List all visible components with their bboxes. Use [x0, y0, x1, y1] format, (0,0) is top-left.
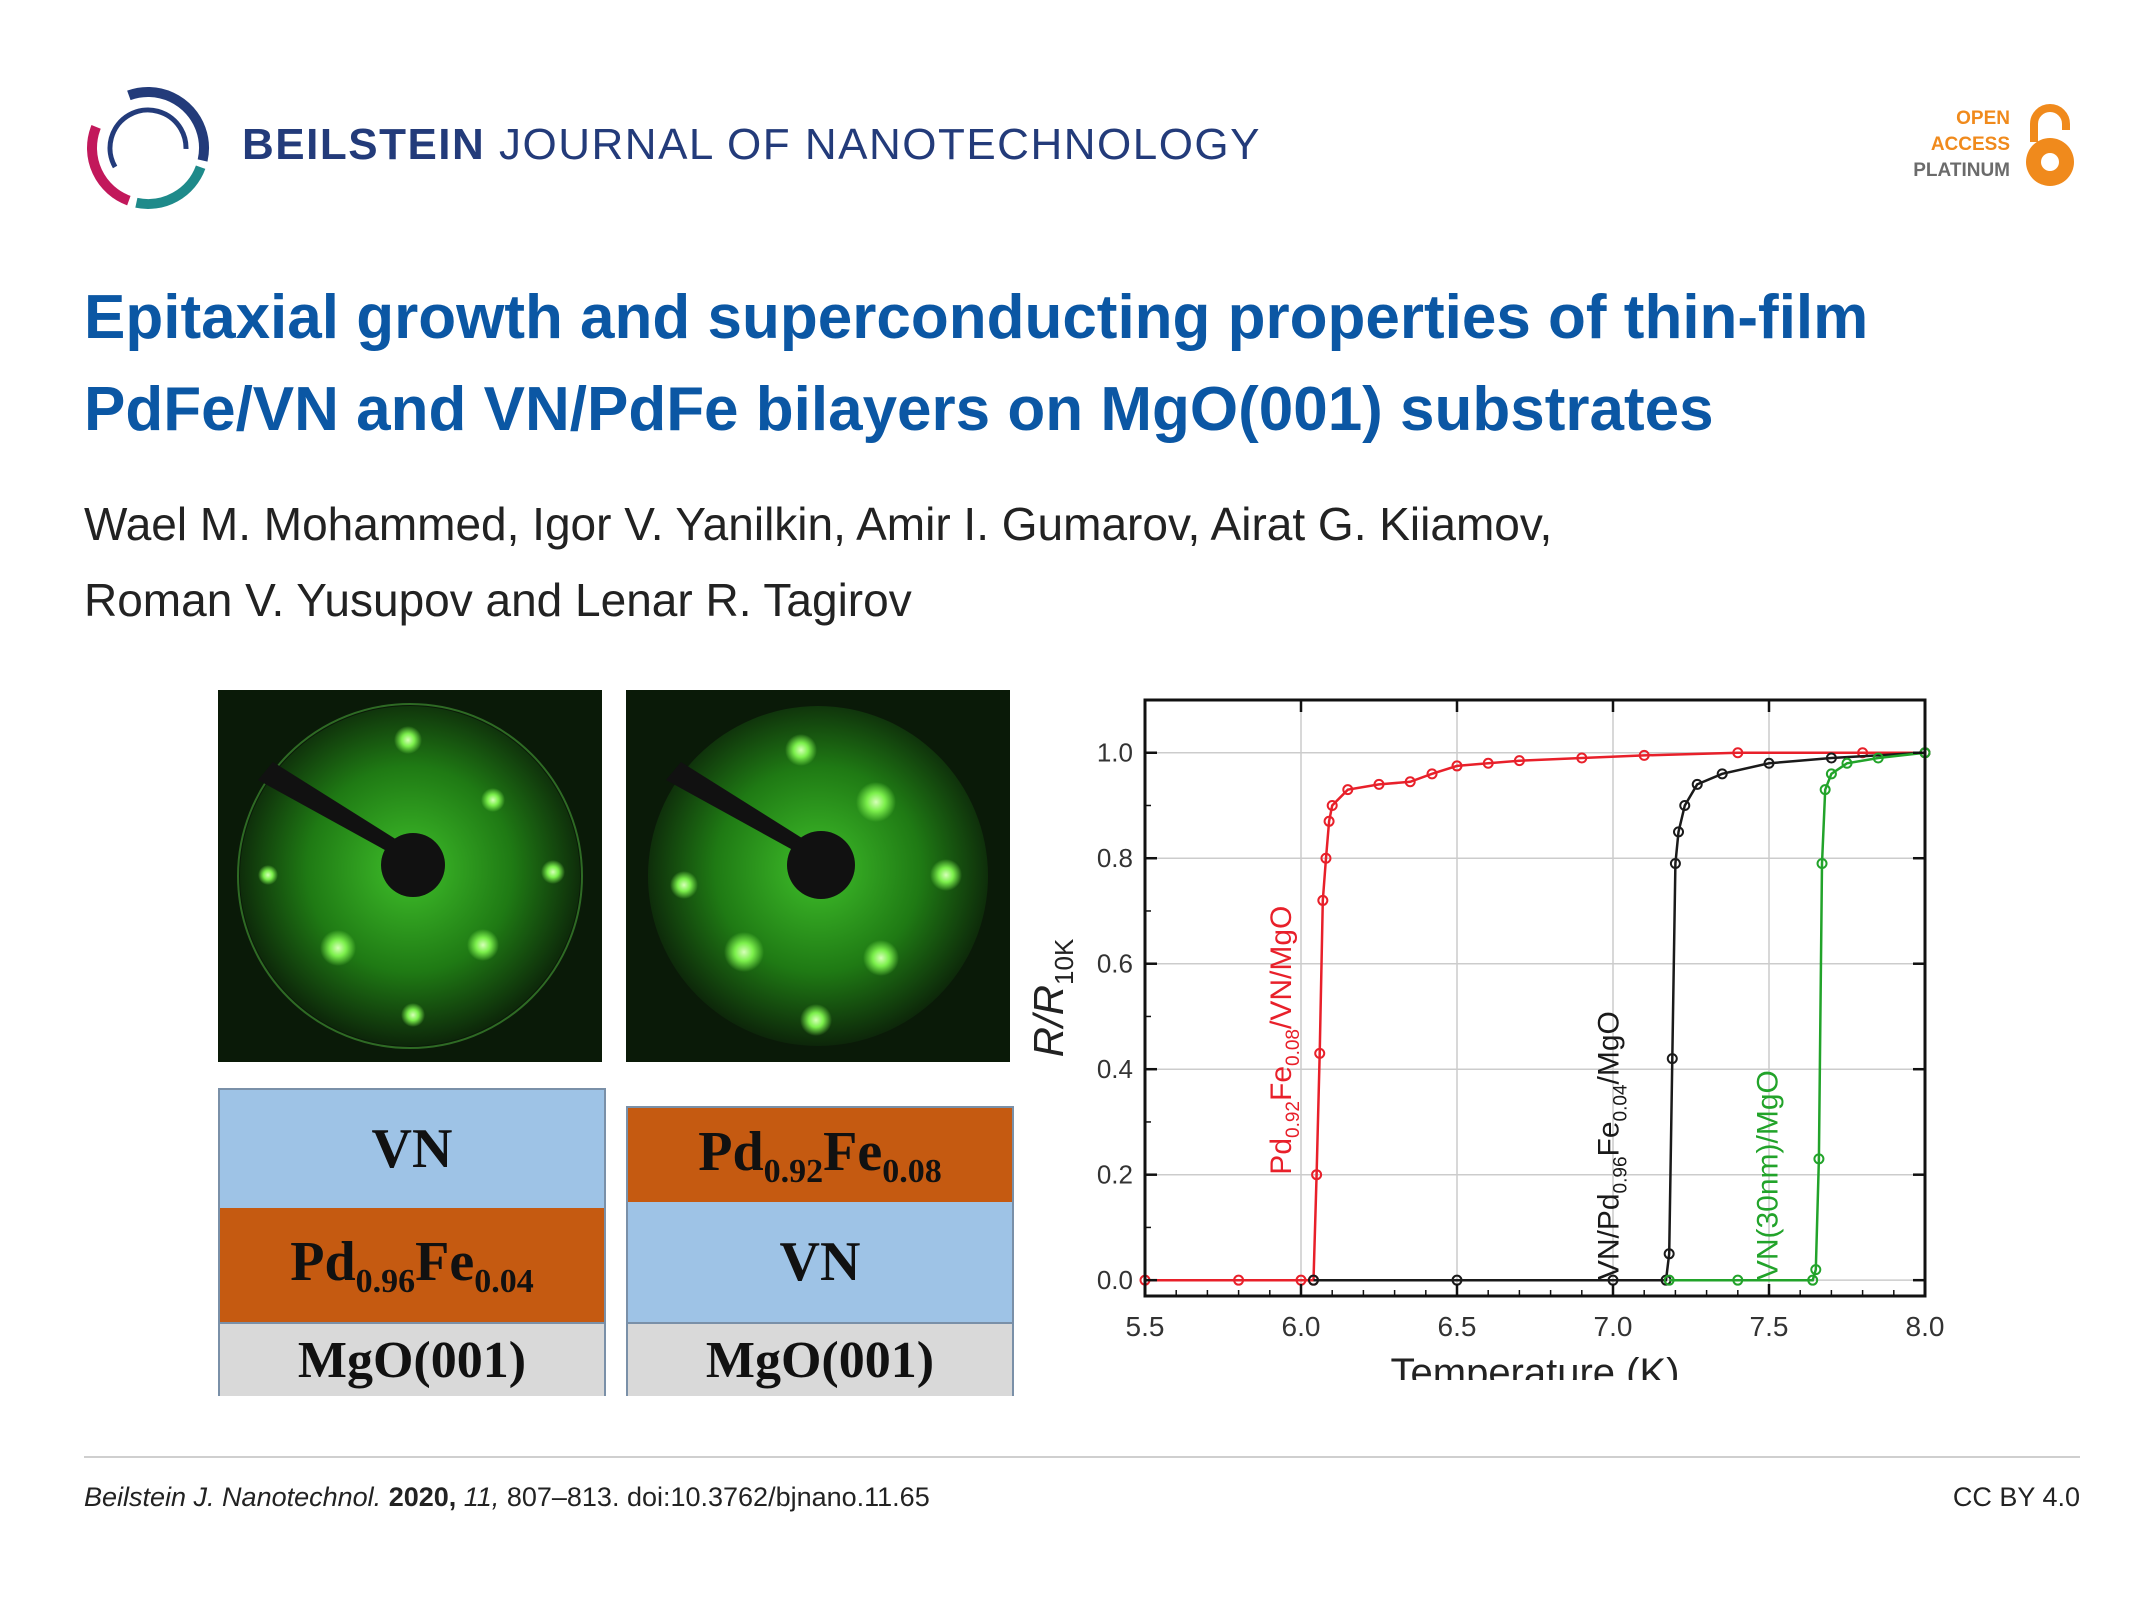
- layer-mgo-label: MgO(001): [705, 1331, 935, 1389]
- data-point: [1482, 757, 1494, 769]
- y-tick-label: 0.0: [1097, 1265, 1133, 1295]
- journal-name: BEILSTEIN JOURNAL OF NANOTECHNOLOGY: [242, 120, 1261, 170]
- citation-journal: Beilstein J. Nanotechnol.: [84, 1482, 382, 1512]
- y-tick-label: 0.4: [1097, 1054, 1133, 1084]
- data-point: [1819, 784, 1831, 796]
- layer-vn-label: VN: [371, 1118, 453, 1180]
- data-point: [1663, 1274, 1675, 1286]
- data-point: [1320, 852, 1332, 864]
- data-point: [1323, 815, 1335, 827]
- data-point: [1666, 1053, 1678, 1065]
- y-tick-label: 1.0: [1097, 738, 1133, 768]
- plot-frame: [1143, 698, 1927, 1298]
- data-point: [1763, 757, 1775, 769]
- data-point: [1732, 1274, 1744, 1286]
- data-point: [1816, 858, 1828, 870]
- data-point: [1342, 784, 1354, 796]
- data-point: [1872, 752, 1884, 764]
- series-label-1: Pd0.92Fe0.08/VN/MgO: [1265, 906, 1304, 1175]
- authors-line-2: Roman V. Yusupov and Lenar R. Tagirov: [84, 574, 912, 626]
- x-tick-label: 8.0: [1906, 1311, 1945, 1342]
- x-tick-label: 7.5: [1750, 1311, 1789, 1342]
- x-tick-label: 7.0: [1594, 1311, 1633, 1342]
- open-access-badge: OPEN ACCESS PLATINUM: [1860, 102, 2080, 202]
- x-tick-label: 6.5: [1438, 1311, 1477, 1342]
- series-line-2: [1313, 751, 1926, 1282]
- data-point: [1326, 799, 1338, 811]
- layer-pdfe: Pd0.96Fe0.04: [220, 1208, 604, 1322]
- data-point: [1233, 1274, 1245, 1286]
- citation: Beilstein J. Nanotechnol. 2020, 11, 807–…: [84, 1482, 930, 1513]
- data-point: [1732, 747, 1744, 759]
- y-tick-label: 0.2: [1097, 1160, 1133, 1190]
- data-point: [1451, 760, 1463, 772]
- data-point: [1663, 1248, 1675, 1260]
- article-title: Epitaxial growth and superconducting pro…: [84, 283, 1869, 444]
- data-point: [1673, 826, 1685, 838]
- badge-platinum: PLATINUM: [1913, 160, 2010, 181]
- data-point: [1716, 768, 1728, 780]
- series-line-3: [1669, 751, 1926, 1282]
- data-point: [1373, 778, 1385, 790]
- layer-pdfe-label: Pd0.92Fe0.08: [698, 1120, 942, 1190]
- journal-name-rest: JOURNAL OF NANOTECHNOLOGY: [499, 120, 1261, 169]
- data-point: [1669, 858, 1681, 870]
- layer-pdfe-label: Pd0.96Fe0.04: [290, 1230, 534, 1300]
- author-list: Wael M. Mohammed, Igor V. Yanilkin, Amir…: [84, 486, 1984, 638]
- journal-logo: [87, 87, 209, 209]
- data-point: [1841, 757, 1853, 769]
- data-point: [1311, 1169, 1323, 1181]
- x-tick-label: 5.5: [1126, 1311, 1165, 1342]
- data-point: [1314, 1047, 1326, 1059]
- data-point: [1576, 752, 1588, 764]
- citation-volume: 11,: [463, 1482, 500, 1512]
- leed-pattern-right: [626, 690, 1010, 1062]
- layer-mgo: MgO(001): [220, 1322, 604, 1396]
- data-point: [1638, 749, 1650, 761]
- data-point: [1810, 1264, 1822, 1276]
- x-axis-label: Temperature (K): [1391, 1351, 1680, 1380]
- layer-vn: VN: [628, 1202, 1012, 1322]
- journal-name-bold: BEILSTEIN: [242, 120, 486, 169]
- citation-year: 2020,: [388, 1482, 457, 1512]
- open-lock-icon: [2026, 104, 2074, 186]
- y-tick-label: 0.6: [1097, 949, 1133, 979]
- resistance-temperature-chart: 5.5 6.0 6.5 7.0 7.5 8.0 0.0 0.2 0.4 0.6 0.8 1.0 Temp…: [1025, 698, 1945, 1380]
- layer-pdfe: Pd0.92Fe0.08: [628, 1108, 1012, 1202]
- data-point: [1404, 776, 1416, 788]
- series-label-3: VN(30nm)/MgO: [1752, 1070, 1785, 1280]
- layer-mgo: MgO(001): [628, 1322, 1012, 1396]
- license: CC BY 4.0: [1952, 1482, 2080, 1512]
- footer-divider: [84, 1456, 2080, 1458]
- layer-stack-vn-on-pdfe: VN Pd0.96Fe0.04 MgO(001): [218, 1088, 606, 1396]
- x-tick-label: 6.0: [1282, 1311, 1321, 1342]
- badge-access: ACCESS: [1930, 134, 2010, 155]
- data-point: [1679, 799, 1691, 811]
- data-point: [1426, 768, 1438, 780]
- series-label-2: VN/Pd0.96Fe0.04/MgO: [1593, 1011, 1632, 1280]
- leed-pattern-left: [218, 690, 602, 1062]
- y-tick-label: 0.8: [1097, 843, 1133, 873]
- layer-mgo-label: MgO(001): [297, 1331, 527, 1389]
- layer-vn-label: VN: [779, 1231, 861, 1293]
- data-point: [1825, 768, 1837, 780]
- data-point: [1813, 1153, 1825, 1165]
- layer-vn: VN: [220, 1090, 604, 1208]
- badge-open: OPEN: [1956, 108, 2010, 129]
- layer-stack-pdfe-on-vn: Pd0.92Fe0.08 VN MgO(001): [626, 1106, 1014, 1396]
- citation-pages-doi: 807–813. doi:10.3762/bjnano.11.65: [506, 1482, 930, 1512]
- series-line-1: [1145, 751, 1925, 1282]
- data-point: [1807, 1274, 1819, 1286]
- authors-line-1: Wael M. Mohammed, Igor V. Yanilkin, Amir…: [84, 498, 1553, 550]
- data-point: [1307, 1274, 1319, 1286]
- y-axis-label: R/R10K: [1025, 938, 1079, 1057]
- data-point: [1691, 778, 1703, 790]
- data-point: [1513, 755, 1525, 767]
- data-point: [1317, 894, 1329, 906]
- data-point: [1825, 752, 1837, 764]
